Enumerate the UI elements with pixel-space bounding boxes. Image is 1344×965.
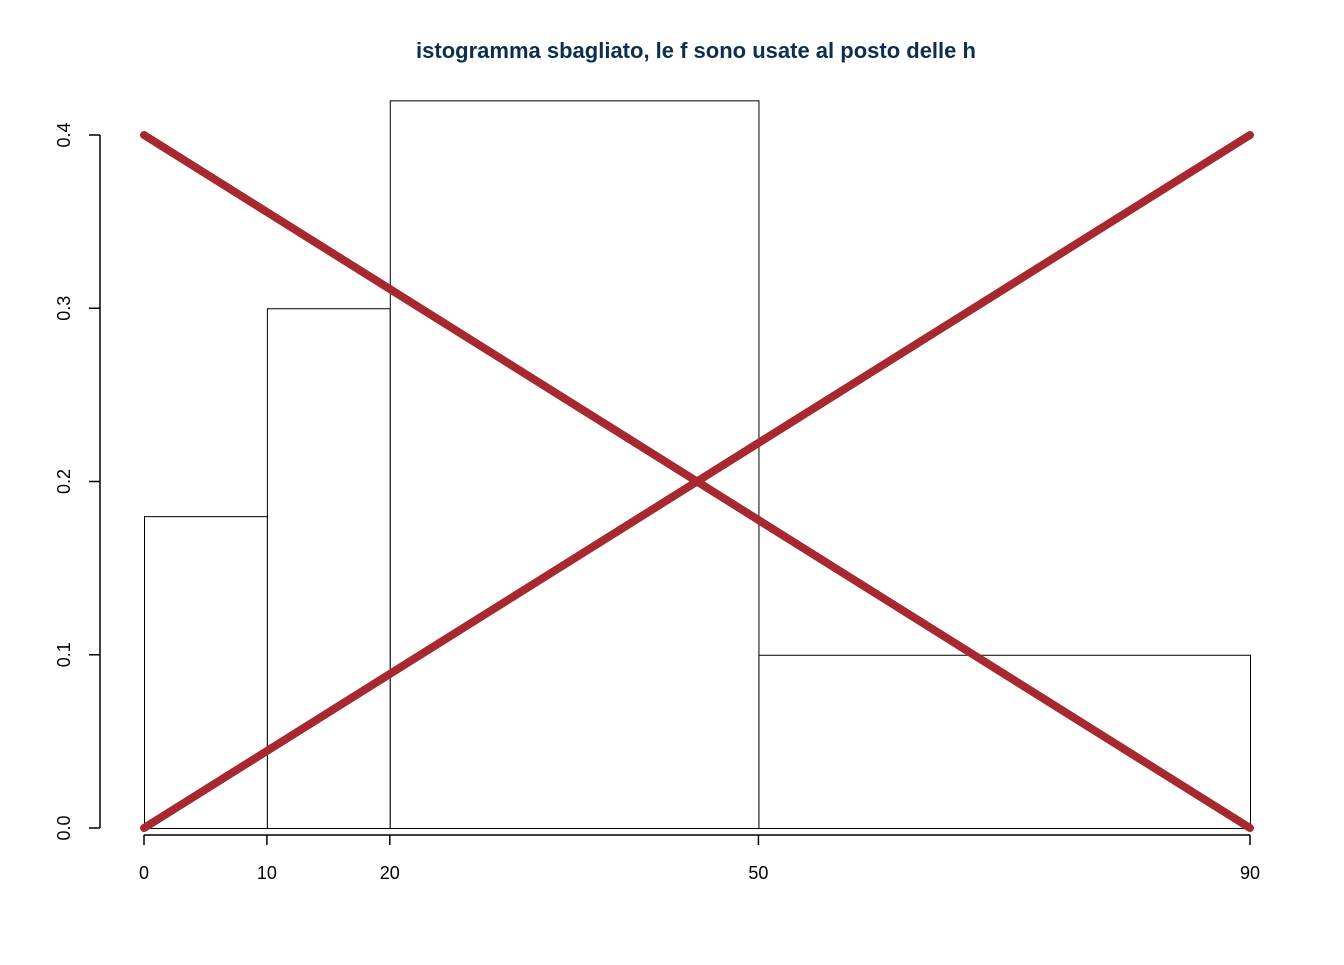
histogram-bar [144,516,268,830]
chart-title: istogramma sbagliato, le f sono usate al… [416,38,976,63]
x-tick-label: 90 [1240,863,1260,883]
x-tick-label: 0 [139,863,149,883]
x-tick-label: 50 [748,863,768,883]
histogram-bar [266,308,391,829]
y-axis: 0.0 0.1 0.2 0.3 0.4 [54,122,101,841]
histogram-bar [389,100,760,830]
x-tick-label: 10 [257,863,277,883]
histogram-bar [758,654,1251,829]
y-tick-label: 0.0 [54,815,74,840]
x-axis: 0 10 20 50 90 [139,834,1260,883]
y-tick-label: 0.3 [54,296,74,321]
y-tick-label: 0.4 [54,122,74,147]
cross-out-line [140,131,1254,832]
cross-out-layer [140,131,1254,832]
y-tick-label: 0.2 [54,469,74,494]
x-tick-label: 20 [380,863,400,883]
y-tick-label: 0.1 [54,642,74,667]
